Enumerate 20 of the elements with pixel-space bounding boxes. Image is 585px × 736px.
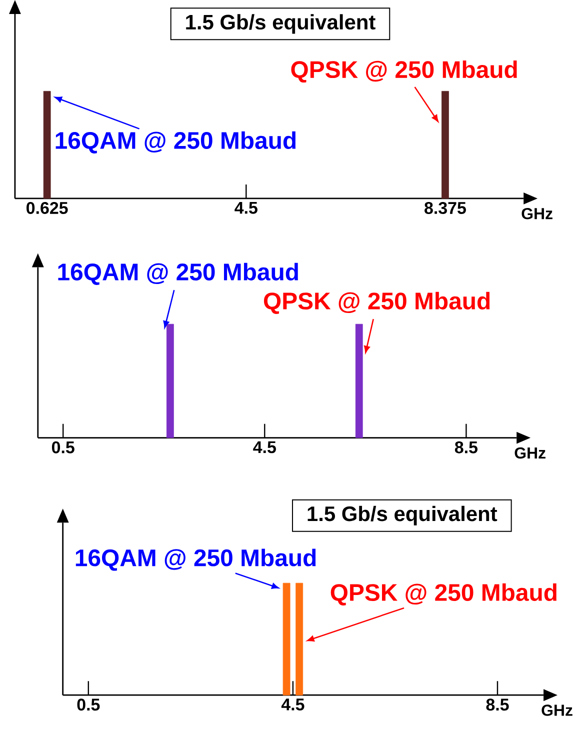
x-tick-label: 0.5 <box>52 441 74 454</box>
x-tick-label: 4.5 <box>234 202 258 214</box>
annotation: QPSK @ 250 Mbaud <box>264 292 490 314</box>
x-axis-title: GHz <box>522 208 552 220</box>
annotation: 16QAM @ 250 Mbaud <box>76 548 316 571</box>
x-tick-label: 8.375 <box>424 202 466 214</box>
annotation: QPSK @ 250 Mbaud <box>330 583 556 606</box>
chart-title: 1.5 Gb/s equivalent <box>308 506 497 526</box>
annotation: 16QAM @ 250 Mbaud <box>58 262 298 285</box>
x-axis-title: GHz <box>542 704 572 716</box>
annotation: QPSK @ 250 Mbaud <box>291 60 517 83</box>
x-tick-label: 4.5 <box>281 698 304 710</box>
x-tick-label: 4.5 <box>252 441 276 454</box>
chart-title: 1.5 Gb/s equivalent <box>186 14 376 34</box>
annotation: 16QAM @ 250 Mbaud <box>56 131 296 154</box>
x-tick-label: 8.5 <box>454 441 478 454</box>
x-tick-label: 8.5 <box>486 698 509 711</box>
x-tick-label: 0.625 <box>26 202 68 214</box>
x-tick-label: 0.5 <box>77 698 100 711</box>
x-axis-title: GHz <box>514 447 546 459</box>
